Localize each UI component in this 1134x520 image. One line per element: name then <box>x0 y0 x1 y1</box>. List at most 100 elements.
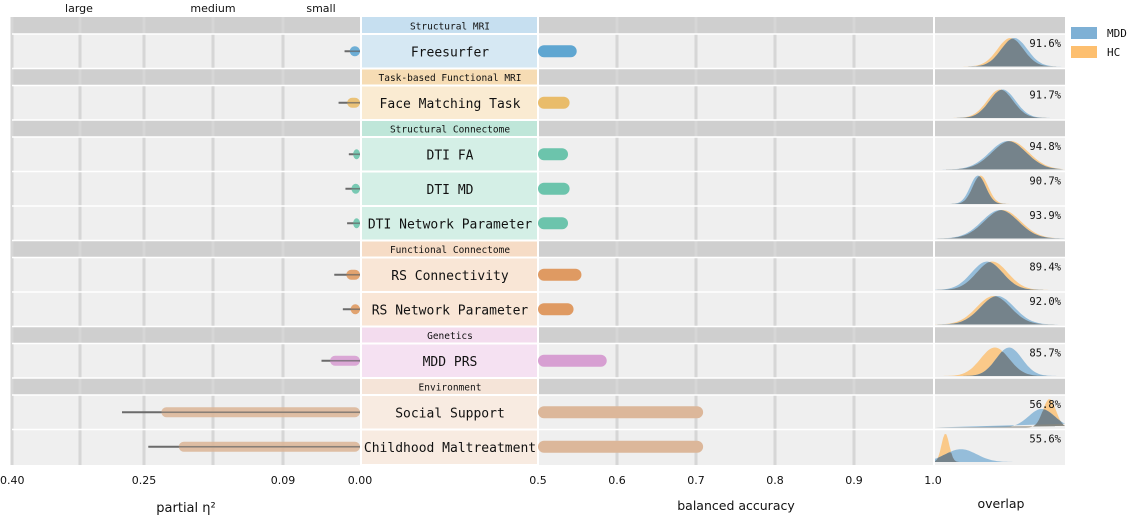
effect-size-label: medium <box>190 2 235 15</box>
overlap-density <box>935 452 1065 462</box>
eta-tick-label: 0.25 <box>132 474 157 487</box>
row-label-bg <box>362 34 538 69</box>
group-band-right <box>538 326 933 344</box>
row-label-bg <box>362 343 538 378</box>
effect-size-label: large <box>65 2 93 15</box>
group-band-left <box>12 68 360 86</box>
group-band-right <box>538 378 933 395</box>
overlap-value: 93.9% <box>1029 210 1061 222</box>
overlap-density <box>935 210 1065 239</box>
row-label: Face Matching Task <box>380 97 521 112</box>
mdd-density <box>935 409 1065 428</box>
group-header-bg <box>362 120 538 137</box>
accuracy-bar <box>538 303 574 316</box>
overlap-density <box>935 262 1065 290</box>
row-label: DTI Network Parameter <box>368 217 533 232</box>
row-label: Social Support <box>395 406 505 421</box>
group-band-left <box>12 120 360 137</box>
accuracy-bar <box>538 96 570 109</box>
accuracy-bar <box>538 45 577 58</box>
group-band-overlap <box>935 240 1065 258</box>
row-label: RS Network Parameter <box>372 303 529 318</box>
group-header-label: Functional Connectome <box>390 245 510 256</box>
accuracy-bar <box>538 440 704 453</box>
group-header-bg <box>362 326 538 344</box>
group-band-overlap <box>935 68 1065 86</box>
group-header-bg <box>362 68 538 86</box>
overlap-density <box>935 38 1065 67</box>
overlap-density <box>935 296 1065 325</box>
group-band-left <box>12 17 360 34</box>
accuracy-bar <box>538 268 582 281</box>
legend-swatch <box>1071 27 1097 39</box>
legend-label: HC <box>1107 46 1120 59</box>
group-band-overlap <box>935 378 1065 395</box>
group-band-left <box>12 240 360 258</box>
row-label-bg <box>362 171 538 206</box>
group-band-right <box>538 240 933 258</box>
effect-size-label: small <box>306 2 335 15</box>
group-band-right <box>538 68 933 86</box>
accuracy-tick-label: 0.9 <box>845 474 863 487</box>
group-header-bg <box>362 240 538 258</box>
overlap-value: 91.7% <box>1029 90 1061 102</box>
row-label: Childhood Maltreatment <box>364 441 536 456</box>
eta-tick-label: 0.09 <box>271 474 296 487</box>
row-label: Freesurfer <box>411 45 489 60</box>
accuracy-tick-label: 0.5 <box>529 474 547 487</box>
group-header-label: Environment <box>419 383 482 394</box>
row-label: MDD PRS <box>423 355 478 370</box>
group-header-label: Genetics <box>427 331 473 342</box>
group-band-right <box>538 120 933 137</box>
accuracy-bar <box>538 148 569 161</box>
accuracy-tick-label: 1.0 <box>924 474 942 487</box>
overlap-value: 90.7% <box>1029 176 1061 188</box>
group-band-left <box>12 378 360 395</box>
overlap-axis-title: overlap <box>978 496 1025 511</box>
row-label: DTI FA <box>427 148 474 163</box>
overlap-value: 85.7% <box>1029 348 1061 360</box>
group-header-bg <box>362 378 538 395</box>
group-header-label: Structural Connectome <box>390 125 510 136</box>
accuracy-bar <box>538 182 570 195</box>
row-label-bg <box>362 292 538 327</box>
group-header-bg <box>362 17 538 34</box>
group-band-right <box>538 17 933 34</box>
accuracy-bar <box>538 217 569 230</box>
group-header-label: Structural MRI <box>410 22 490 33</box>
accuracy-tick-label: 0.8 <box>766 474 784 487</box>
legend-label: MDD <box>1107 27 1127 40</box>
group-header-label: Task-based Functional MRI <box>379 73 522 84</box>
eta-tick-label: 0.40 <box>0 474 25 487</box>
group-band-overlap <box>935 17 1065 34</box>
overlap-density <box>935 141 1065 170</box>
overlap-value: 89.4% <box>1029 262 1061 274</box>
overlap-value: 56.8% <box>1029 399 1061 411</box>
row-label-bg <box>362 206 538 241</box>
accuracy-tick-label: 0.7 <box>687 474 705 487</box>
mdd-density <box>935 449 1065 462</box>
overlap-value: 55.6% <box>1029 434 1061 446</box>
row-label-bg <box>362 395 538 430</box>
accuracy-bar <box>538 406 704 419</box>
group-band-left <box>12 326 360 344</box>
row-label-bg <box>362 137 538 172</box>
eta-axis-title: partial η² <box>156 501 215 516</box>
accuracy-tick-label: 0.6 <box>608 474 626 487</box>
row-label: RS Connectivity <box>391 269 509 284</box>
overlap-value: 94.8% <box>1029 141 1061 153</box>
overlap-density <box>935 351 1065 376</box>
eta-tick-label: 0.00 <box>348 474 373 487</box>
accuracy-bar <box>538 354 607 367</box>
overlap-density <box>935 176 1065 204</box>
accuracy-axis-title: balanced accuracy <box>677 498 795 513</box>
overlap-value: 92.0% <box>1029 296 1061 308</box>
row-label: DTI MD <box>427 183 474 198</box>
row-label-bg <box>362 429 538 464</box>
overlap-density <box>935 409 1065 428</box>
group-band-overlap <box>935 326 1065 344</box>
group-band-overlap <box>935 120 1065 137</box>
row-label-bg <box>362 257 538 292</box>
overlap-value: 91.6% <box>1029 38 1061 50</box>
